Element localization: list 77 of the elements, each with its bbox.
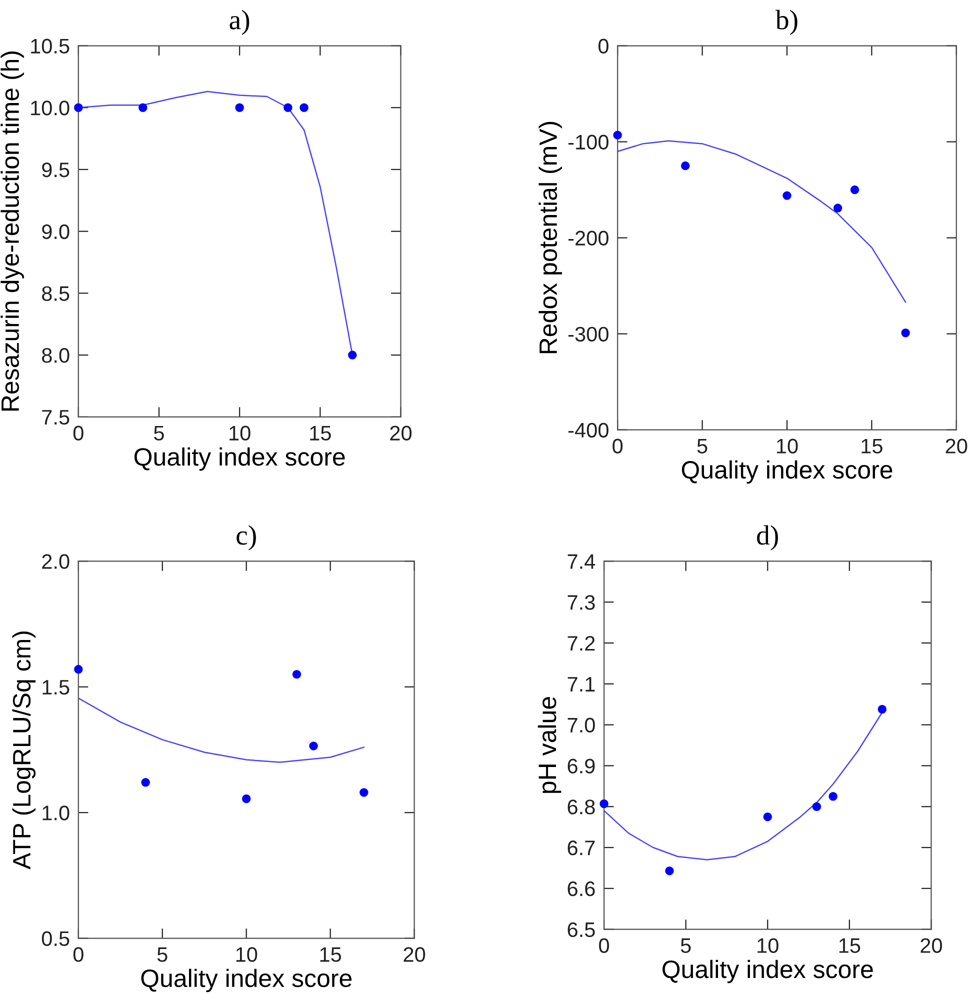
chart-title: b) <box>775 10 798 36</box>
point <box>763 812 772 822</box>
y-tick-label: -400 <box>568 422 608 438</box>
point <box>665 866 674 876</box>
point <box>600 799 608 808</box>
y-tick-label: 10.0 <box>31 100 70 116</box>
x-tick-label: 5 <box>157 947 168 962</box>
point <box>812 802 822 811</box>
y-tick-label: 6.6 <box>568 881 595 896</box>
x-axis-title: Quality index score <box>134 447 345 471</box>
y-tick-label: 1.5 <box>42 680 70 695</box>
point <box>850 185 860 194</box>
x-tick-label: 15 <box>310 426 331 441</box>
y-tick-label: 2.0 <box>42 554 70 569</box>
x-tick-label: 5 <box>680 938 691 953</box>
y-tick-label: 8.5 <box>42 286 70 301</box>
point <box>782 191 792 200</box>
y-tick-label: 7.3 <box>568 595 595 610</box>
point <box>828 792 838 801</box>
point <box>680 161 690 170</box>
point <box>141 778 150 787</box>
line-series <box>618 140 906 303</box>
y-tick-label: 7.2 <box>568 636 595 651</box>
line-series <box>78 698 365 763</box>
chart-title: d) <box>757 525 778 550</box>
point <box>242 794 251 804</box>
point <box>309 742 318 750</box>
y-tick-label: 8.0 <box>42 348 70 363</box>
point <box>613 130 622 140</box>
x-tick-label: 10 <box>236 947 258 962</box>
point <box>360 788 368 797</box>
y-axis-title: Resazurin dye-reduction time (h) <box>0 52 24 411</box>
x-tick-label: 10 <box>230 426 250 441</box>
x-axis-title: Quality index score <box>662 960 873 984</box>
y-tick-label: 7.5 <box>42 410 70 425</box>
y-tick-label: -100 <box>568 134 608 150</box>
y-axis-title: ATP (LogRLU/Sq cm) <box>12 632 36 870</box>
x-tick-label: 15 <box>320 947 342 962</box>
x-tick-label: 15 <box>862 438 882 454</box>
x-tick-label: 20 <box>404 947 426 962</box>
x-tick-label: 15 <box>839 938 860 953</box>
x-tick-label: 10 <box>776 438 798 454</box>
point <box>878 704 887 714</box>
point <box>292 670 302 679</box>
x-axis-title: Quality index score <box>682 460 892 484</box>
x-tick-label: 0 <box>73 947 84 962</box>
y-tick-label: 7.4 <box>568 554 596 569</box>
point <box>901 328 910 338</box>
x-tick-label: 5 <box>697 438 708 454</box>
y-tick-label: 0.5 <box>42 931 70 946</box>
x-tick-label: 20 <box>920 938 942 953</box>
y-axis-title: pH value <box>538 697 562 793</box>
y-tick-label: 10.5 <box>31 38 70 54</box>
x-tick-label: 0 <box>73 426 84 441</box>
y-axis-title: Redox potential (mV) <box>538 122 562 354</box>
y-tick-label: 6.5 <box>568 922 595 938</box>
chart-title: c) <box>236 525 256 550</box>
y-tick-label: -200 <box>568 230 608 246</box>
x-tick-label: 10 <box>758 938 778 953</box>
x-axis-title: Quality index score <box>141 968 352 992</box>
y-tick-label: 9.5 <box>42 162 70 178</box>
y-tick-label: 6.9 <box>568 758 595 774</box>
point <box>74 664 83 674</box>
y-tick-label: -300 <box>568 326 608 342</box>
y-tick-label: 7.1 <box>568 677 595 692</box>
chart-title: a) <box>230 10 250 36</box>
x-tick-label: 0 <box>612 438 623 454</box>
y-tick-label: 7.0 <box>568 718 595 733</box>
y-tick-label: 6.7 <box>568 840 595 856</box>
y-tick-label: 9.0 <box>42 224 70 240</box>
y-tick-label: 6.8 <box>568 800 595 814</box>
y-tick-label: 0 <box>598 38 608 54</box>
x-tick-label: 20 <box>946 438 968 454</box>
point <box>833 204 842 212</box>
x-tick-label: 20 <box>390 426 412 441</box>
y-tick-label: 1.0 <box>42 806 70 820</box>
x-tick-label: 5 <box>154 426 164 441</box>
